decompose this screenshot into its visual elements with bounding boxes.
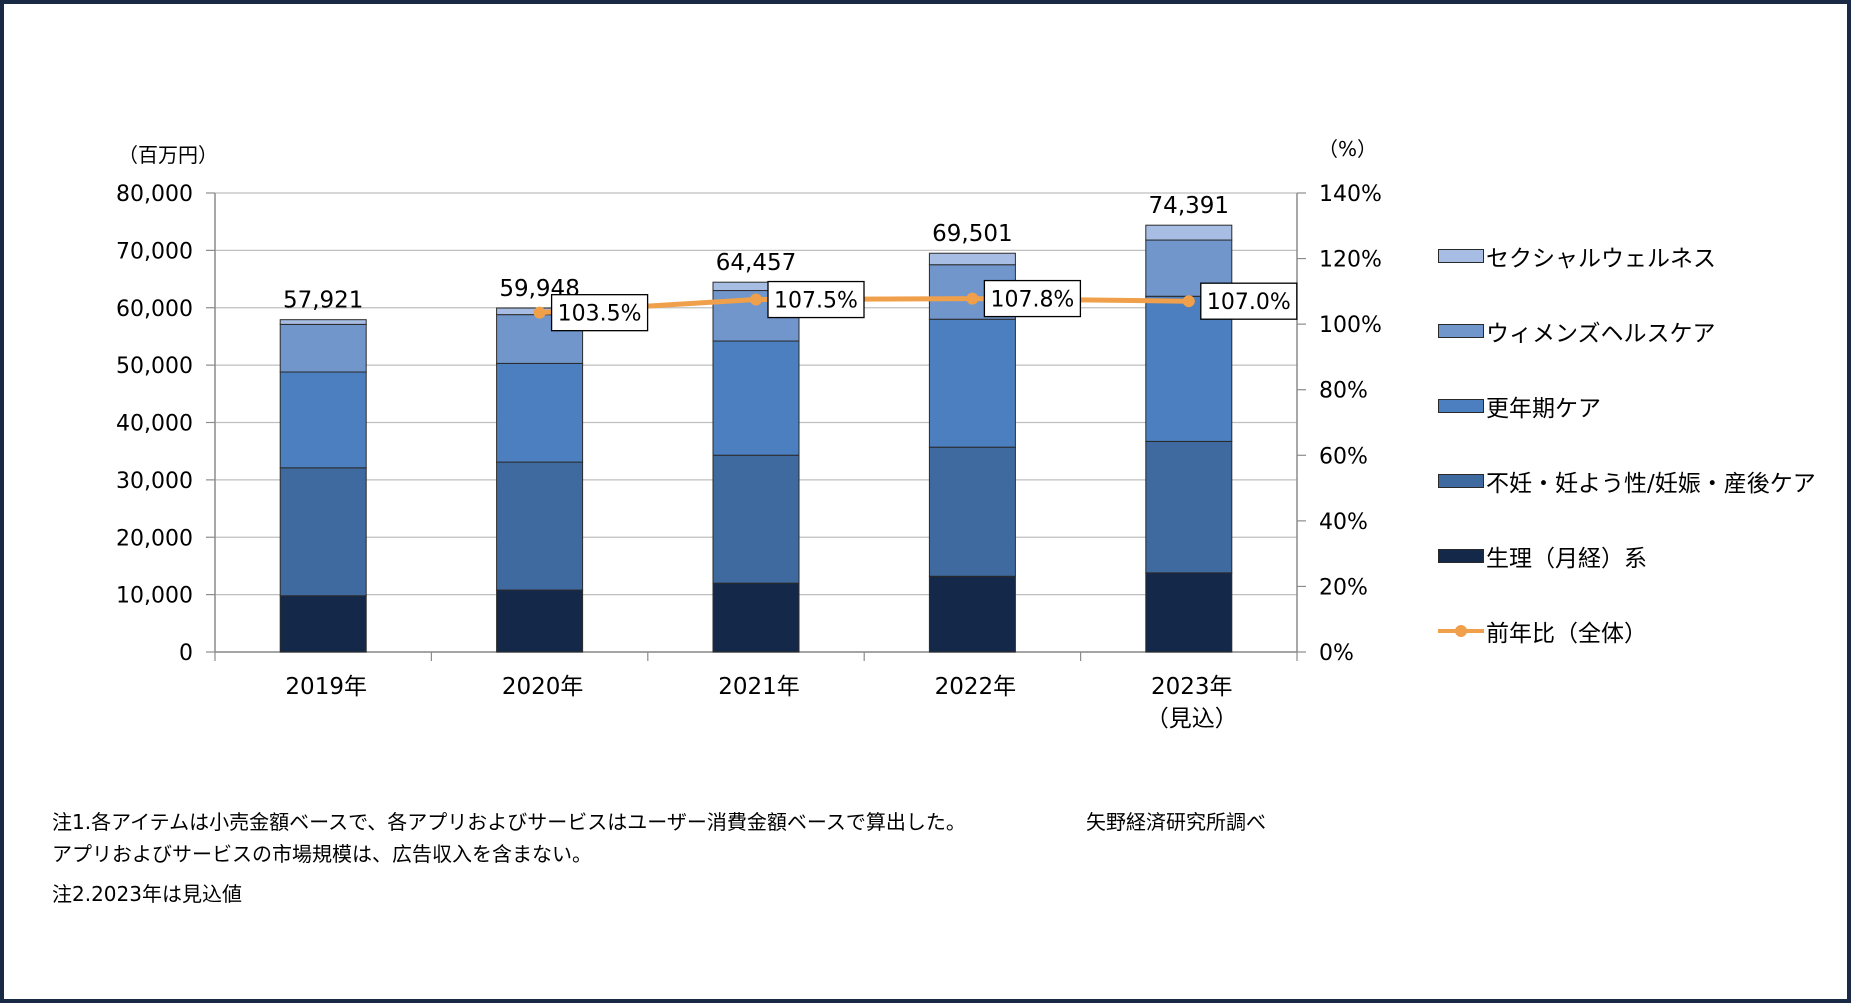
bar-segment [1145, 572, 1233, 653]
legend-label: セクシャルウェルネス [1486, 245, 1716, 272]
x-axis-category-label: 2020年 [502, 674, 584, 700]
bar-segment [928, 252, 1016, 266]
note-1-continued: アプリおよびサービスの市場規模は、広告収入を含まない。 [52, 842, 592, 866]
bar-segment [279, 467, 367, 597]
legend-label: 前年比（全体） [1486, 620, 1647, 647]
legend-item-fertility-pregnancy-care: 不妊・妊よう性/妊娠・産後ケア [1438, 443, 1816, 518]
right-axis-tick-label: 120% [1319, 248, 1382, 273]
bar-segment [928, 318, 1016, 448]
left-axis-tick-label: 40,000 [116, 412, 193, 437]
x-axis-category-label: （見込） [1146, 706, 1238, 732]
yoy-data-label: 107.0% [1207, 290, 1291, 315]
yoy-label-box [767, 280, 865, 319]
legend-swatch [1438, 398, 1484, 413]
right-axis-tick-label: 20% [1319, 575, 1368, 600]
yoy-point [966, 292, 979, 305]
legend-line-swatch [1438, 624, 1484, 638]
left-axis-tick-label: 0 [179, 641, 193, 666]
left-axis-tick-label: 80,000 [116, 182, 193, 207]
right-axis-tick-label: 80% [1319, 379, 1368, 404]
legend-item-yoy: 前年比（全体） [1438, 593, 1816, 668]
legend-label: ウィメンズヘルスケア [1486, 320, 1716, 347]
yoy-point [750, 293, 762, 306]
yoy-point [1182, 295, 1195, 308]
yoy-data-label: 107.8% [990, 288, 1074, 313]
left-axis-tick-label: 30,000 [116, 469, 193, 494]
legend-item-sexual-wellness: セクシャルウェルネス [1438, 218, 1816, 293]
left-axis-tick-label: 10,000 [116, 584, 193, 609]
x-axis-category-label: 2019年 [285, 674, 367, 700]
legend-label: 更年期ケア [1486, 395, 1601, 422]
yoy-label-box [983, 279, 1082, 318]
yoy-label-box [1200, 282, 1298, 320]
right-axis-tick-label: 0% [1319, 641, 1354, 666]
bar-segment [1145, 224, 1233, 241]
right-axis-tick-label: 100% [1319, 313, 1382, 338]
legend-swatch [1438, 548, 1484, 563]
bar-segment [279, 595, 367, 653]
legend-item-menopause-care: 更年期ケア [1438, 368, 1816, 443]
left-axis-tick-label: 60,000 [116, 297, 193, 322]
legend-swatch [1438, 473, 1484, 488]
left-axis-tick-label: 20,000 [116, 526, 193, 551]
note-2: 注2.2023年は見込値 [52, 882, 242, 906]
bar-segment [496, 461, 584, 591]
x-axis-category-label: 2023年 [1151, 674, 1233, 700]
bar-total-label: 57,921 [283, 288, 363, 314]
legend-label: 生理（月経）系 [1486, 545, 1647, 572]
x-axis-category-label: 2022年 [935, 674, 1017, 700]
legend: セクシャルウェルネス ウィメンズヘルスケア 更年期ケア 不妊・妊よう性/妊娠・産… [1438, 218, 1816, 668]
footnotes: 注1.各アイテムは小売金額ベースで、各アプリおよびサービスはユーザー消費金額ベー… [52, 806, 966, 910]
bar-segment [712, 454, 800, 584]
bar-segment [928, 446, 1016, 577]
bar-segment [279, 371, 367, 469]
bar-total-label: 74,391 [1149, 193, 1229, 219]
bar-segment [279, 319, 367, 325]
left-axis-unit-label: （百万円） [118, 143, 218, 167]
left-axis-tick-label: 70,000 [116, 239, 193, 264]
right-axis-tick-label: 40% [1319, 510, 1368, 535]
yoy-data-label: 107.5% [774, 289, 858, 314]
bar-segment [279, 323, 367, 373]
legend-label: 不妊・妊よう性/妊娠・産後ケア [1486, 470, 1816, 497]
bar-segment [496, 589, 584, 653]
bar-segment [496, 362, 584, 463]
x-axis-category-label: 2021年 [718, 674, 800, 700]
bar-segment [712, 582, 800, 653]
legend-swatch [1438, 248, 1484, 263]
yoy-data-label: 103.5% [558, 302, 642, 327]
right-axis-tick-label: 140% [1319, 182, 1382, 207]
bar-segment [712, 340, 800, 456]
yoy-label-box [550, 294, 649, 332]
left-axis-tick-label: 50,000 [116, 354, 193, 379]
bar-segment [1145, 295, 1233, 442]
bar-segment [1145, 440, 1233, 574]
legend-item-womens-healthcare: ウィメンズヘルスケア [1438, 293, 1816, 368]
bar-segment [928, 575, 1016, 653]
right-axis-tick-label: 60% [1319, 444, 1368, 469]
source-credit: 矢野経済研究所調べ [1086, 810, 1266, 834]
bar-total-label: 69,501 [932, 221, 1012, 247]
yoy-point [533, 306, 546, 319]
legend-swatch [1438, 323, 1484, 338]
bar-total-label: 64,457 [716, 250, 796, 276]
legend-item-menstruation: 生理（月経）系 [1438, 518, 1816, 593]
note-1: 注1.各アイテムは小売金額ベースで、各アプリおよびサービスはユーザー消費金額ベー… [52, 810, 966, 834]
right-axis-unit-label: （%） [1318, 137, 1377, 161]
